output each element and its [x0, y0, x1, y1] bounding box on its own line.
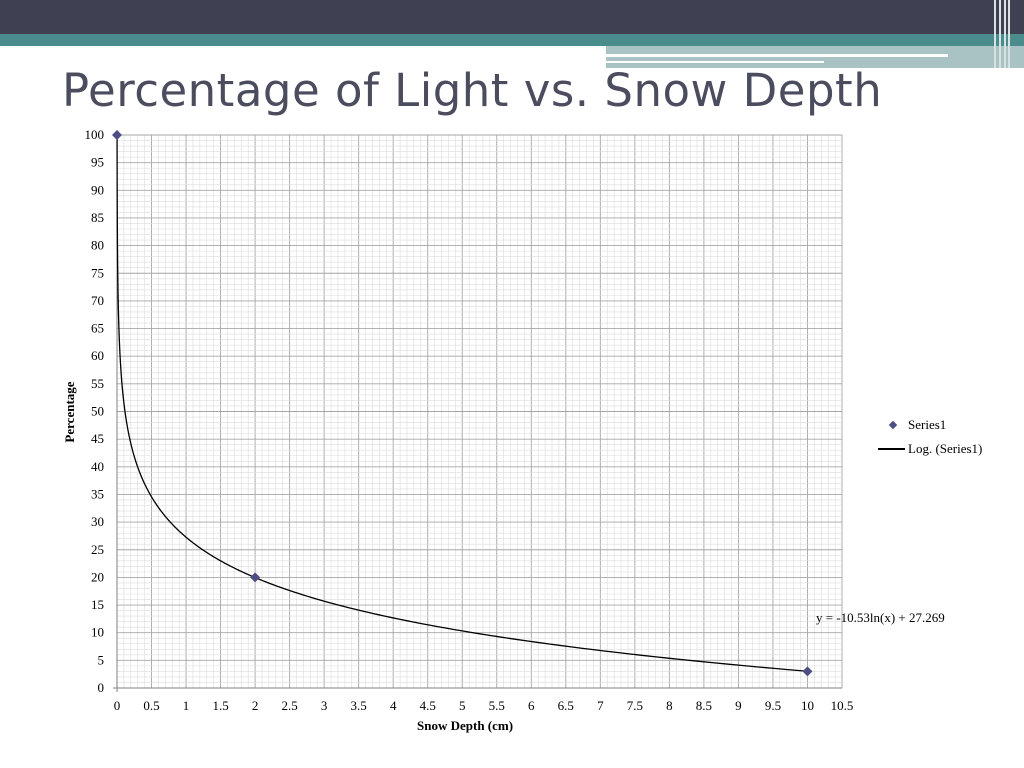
- legend-item-trendline: Log. (Series1): [878, 437, 982, 461]
- header-accent-line: [606, 54, 948, 57]
- y-tick-label: 45: [91, 431, 104, 446]
- y-tick-label: 80: [91, 238, 104, 253]
- slide-title: Percentage of Light vs. Snow Depth: [62, 64, 883, 117]
- x-tick-label: 0.5: [143, 698, 159, 713]
- y-tick-label: 100: [85, 127, 105, 142]
- trendline-equation: y = -10.53ln(x) + 27.269: [816, 610, 945, 625]
- x-tick-label: 4: [390, 698, 397, 713]
- y-tick-label: 95: [91, 155, 104, 170]
- data-point: [250, 572, 261, 583]
- x-tick-label: 3.5: [351, 698, 367, 713]
- x-tick-label: 5.5: [489, 698, 505, 713]
- trendline-swatch-icon: [878, 448, 905, 450]
- y-tick-label: 55: [91, 376, 104, 391]
- chart-grid: [113, 134, 843, 692]
- y-axis-title: Percentage: [62, 381, 77, 443]
- x-tick-label: 6: [528, 698, 535, 713]
- y-tick-label: 25: [91, 542, 104, 557]
- y-tick-label: 35: [91, 486, 104, 501]
- y-tick-label: 30: [91, 514, 104, 529]
- data-point: [112, 130, 122, 140]
- y-tick-label: 10: [91, 625, 104, 640]
- x-tick-label: 10: [801, 698, 814, 713]
- x-tick-label: 10.5: [831, 698, 854, 713]
- header-accent-line-short: [606, 61, 824, 63]
- y-tick-label: 20: [91, 569, 104, 584]
- data-point: [802, 666, 813, 677]
- x-tick-label: 6.5: [558, 698, 574, 713]
- legend-trendline-label: Log. (Series1): [908, 441, 983, 456]
- legend-item-series: Series1: [878, 413, 982, 437]
- x-tick-label: 2: [252, 698, 259, 713]
- x-tick-label: 0: [114, 698, 121, 713]
- x-tick-label: 3: [321, 698, 328, 713]
- y-tick-label: 85: [91, 210, 104, 225]
- y-tick-label: 70: [91, 293, 104, 308]
- legend-series-label: Series1: [908, 417, 947, 432]
- y-tick-label: 0: [98, 680, 105, 695]
- x-tick-label: 7: [597, 698, 604, 713]
- y-tick-label: 90: [91, 182, 104, 197]
- x-tick-label: 9: [735, 698, 742, 713]
- chart-legend: Series1 Log. (Series1): [878, 413, 982, 461]
- x-axis-title: Snow Depth (cm): [417, 718, 514, 733]
- x-tick-label: 8: [666, 698, 673, 713]
- trendline: [116, 136, 808, 672]
- y-tick-label: 5: [98, 652, 105, 667]
- x-tick-label: 7.5: [627, 698, 643, 713]
- x-tick-label: 1.5: [212, 698, 228, 713]
- y-tick-label: 50: [91, 404, 104, 419]
- y-tick-label: 40: [91, 459, 104, 474]
- y-tick-label: 60: [91, 348, 104, 363]
- diamond-marker-icon: [888, 420, 898, 430]
- x-tick-label: 4.5: [420, 698, 436, 713]
- y-tick-label: 65: [91, 321, 104, 336]
- chart-points-layer: [112, 130, 813, 677]
- header-decoration: [990, 0, 1024, 68]
- y-tick-label: 75: [91, 265, 104, 280]
- x-tick-label: 9.5: [765, 698, 781, 713]
- chart-tick-labels: 0 0.5 1 1.5 2 2.5 3 3.5 4 4.5 5 5.5 6 6.5 7 7.5 8 8.5 9 9.5…: [85, 127, 854, 713]
- header-dark-band: [0, 0, 1024, 34]
- y-tick-label: 15: [91, 597, 104, 612]
- x-tick-label: 5: [459, 698, 466, 713]
- x-tick-label: 8.5: [696, 698, 712, 713]
- x-tick-label: 2.5: [281, 698, 297, 713]
- chart-trendline-layer: [116, 136, 808, 672]
- header-teal-band: [0, 34, 1024, 46]
- x-tick-label: 1: [183, 698, 190, 713]
